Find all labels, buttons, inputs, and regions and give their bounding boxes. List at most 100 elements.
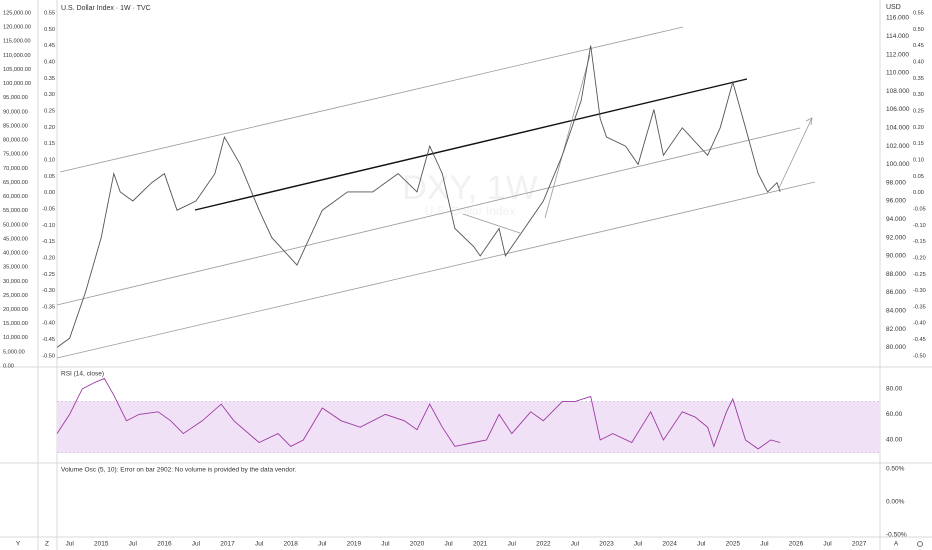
percent-tick-label: 0.55	[44, 11, 55, 17]
trend-line	[462, 213, 521, 234]
percent-tick-label: 0.35	[44, 76, 55, 82]
channel-line	[59, 26, 684, 173]
y-tick-label: 88.000	[886, 271, 906, 278]
x-tick-label: 2023	[599, 541, 614, 548]
x-tick-label: 2019	[347, 541, 362, 548]
left-tick-label: 55,000.00	[3, 208, 28, 214]
y-tick-label: 116.000	[886, 15, 909, 22]
left-tick-label: 50,000.00	[3, 222, 28, 228]
left-tick-label: 75,000.00	[3, 152, 28, 158]
percent-tick-label: -0.25	[42, 272, 55, 278]
x-tick-label: 2021	[473, 541, 488, 548]
rsi-title: RSI (14, close)	[61, 371, 104, 378]
y-tick-label: 106.000	[886, 106, 910, 113]
left-tick-label: 5,000.00	[3, 349, 25, 355]
percent-tick-label: -0.15	[42, 239, 55, 245]
x-tick-label: Jul	[760, 541, 769, 548]
percent-tick-label: 0.45	[913, 43, 924, 49]
y-tick-label: 84.000	[886, 308, 906, 315]
left-tick-label: 115,000.00	[3, 39, 31, 45]
left-tick-label: 10,000.00	[3, 335, 28, 341]
percent-tick-label: -0.15	[913, 239, 926, 245]
x-tick-label: Jul	[318, 541, 327, 548]
settings-icon[interactable]	[917, 541, 923, 547]
channel-line	[56, 181, 816, 359]
percent-tick-label: 0.05	[44, 174, 55, 180]
percent-tick-label: 0.30	[44, 92, 55, 98]
watermark-sub: U.S. Dollar Index	[425, 204, 516, 218]
x-tick-label: 2020	[410, 541, 425, 548]
percent-tick-label: -0.30	[42, 288, 55, 294]
percent-tick-label: 0.40	[44, 60, 55, 66]
percent-tick-label: -0.10	[913, 223, 926, 229]
drawings	[56, 26, 816, 359]
x-tick-label: Jul	[444, 541, 453, 548]
percent-tick-label: -0.20	[42, 255, 55, 261]
percent-tick-label: -0.25	[913, 272, 926, 278]
left-tick-label: 95,000.00	[3, 95, 28, 101]
toolbar-button[interactable]: Y	[16, 541, 21, 548]
percent-tick-label: 0.50	[44, 27, 55, 33]
percent-tick-label: 0.00	[913, 190, 924, 196]
x-tick-label: 2025	[726, 541, 741, 548]
x-tick-label: Jul	[823, 541, 832, 548]
percent-tick-label: 0.45	[44, 43, 55, 49]
percent-tick-label: -0.20	[913, 255, 926, 261]
percent-tick-label: 0.30	[913, 92, 924, 98]
y-axis-title: USD	[886, 4, 901, 11]
x-tick-label: Jul	[129, 541, 138, 548]
percent-tick-label: 0.55	[913, 11, 924, 17]
price-line	[56, 377, 781, 450]
percent-tick-label: -0.10	[42, 223, 55, 229]
left-tick-label: 25,000.00	[3, 293, 28, 299]
percent-tick-label: -0.30	[913, 288, 926, 294]
left-tick-label: 60,000.00	[3, 194, 28, 200]
toolbar-button[interactable]: Z	[45, 541, 49, 548]
x-tick-label: Jul	[508, 541, 517, 548]
percent-tick-label: 0.15	[913, 141, 924, 147]
y-tick-label: 92.000	[886, 234, 906, 241]
x-tick-label: 2027	[852, 541, 867, 548]
y-tick-label: 80.000	[886, 344, 906, 351]
y-tick-label: 86.000	[886, 289, 906, 296]
left-tick-label: 110,000.00	[3, 53, 31, 59]
x-tick-label: 2022	[536, 541, 551, 548]
percent-tick-label: -0.05	[913, 206, 926, 212]
percent-tick-label: 0.00	[44, 190, 55, 196]
arrow	[778, 117, 813, 189]
x-tick-label: Jul	[697, 541, 706, 548]
y-tick-label: 96.000	[886, 198, 906, 205]
x-tick-label: Jul	[381, 541, 390, 548]
trend-line	[544, 54, 591, 219]
percent-tick-label: 0.25	[913, 108, 924, 114]
left-tick-label: 85,000.00	[3, 123, 28, 129]
y-tick-label: 60.00	[886, 411, 903, 418]
x-tick-label: 2016	[157, 541, 172, 548]
percent-tick-label: -0.45	[913, 337, 926, 343]
y-tick-label: 0.00%	[886, 499, 905, 506]
y-tick-label: 82.000	[886, 326, 906, 333]
percent-tick-label: 0.40	[913, 60, 924, 66]
y-tick-label: 112.000	[886, 51, 909, 58]
percent-tick-label: -0.50	[42, 353, 55, 359]
left-tick-label: 15,000.00	[3, 321, 28, 327]
percent-tick-label: 0.50	[913, 27, 924, 33]
percent-tick-label: -0.05	[42, 206, 55, 212]
x-tick-label: 2017	[220, 541, 235, 548]
x-tick-label: 2018	[283, 541, 298, 548]
left-tick-label: 120,000.00	[3, 25, 31, 31]
x-tick-label: Jul	[192, 541, 201, 548]
left-tick-label: 105,000.00	[3, 67, 31, 73]
y-tick-label: 108.000	[886, 88, 910, 95]
y-tick-label: 98.000	[886, 179, 906, 186]
left-tick-label: 40,000.00	[3, 251, 28, 257]
x-tick-label: Jul	[255, 541, 264, 548]
y-tick-label: -0.50%	[886, 532, 907, 539]
left-tick-label: 35,000.00	[3, 265, 28, 271]
rsi-band	[57, 401, 880, 453]
percent-tick-label: -0.40	[42, 321, 55, 327]
percent-tick-label: 0.05	[913, 174, 924, 180]
percent-tick-label: 0.20	[913, 125, 924, 131]
toolbar-button[interactable]: A	[894, 541, 899, 548]
